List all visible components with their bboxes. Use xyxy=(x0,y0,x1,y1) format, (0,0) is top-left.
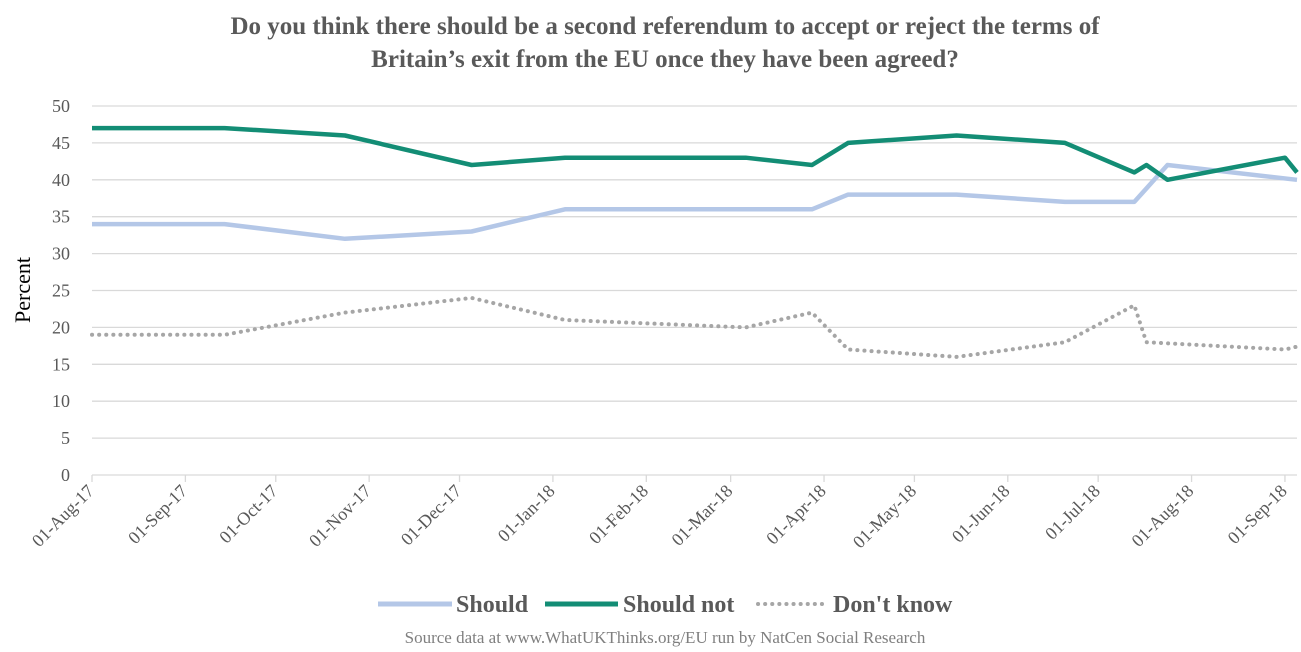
x-axis-ticks: 01-Aug-17 01-Sep-17 01-Oct-17 01-Nov-17 01-D… xyxy=(28,475,1291,552)
y-tick-label: 0 xyxy=(61,465,70,485)
legend: Should Should not Don't know xyxy=(378,592,953,618)
source-note: Source data at www.WhatUKThinks.org/EU r… xyxy=(405,628,926,647)
legend-label: Should xyxy=(456,592,529,618)
x-tick-label: 01-Dec-17 xyxy=(397,481,466,550)
x-tick-label: 01-Aug-18 xyxy=(1127,481,1197,551)
chart-title-line-2: Britain’s exit from the EU once they hav… xyxy=(371,46,959,73)
chart-title-line-1: Do you think there should be a second re… xyxy=(230,13,1100,40)
series-line-should-not xyxy=(92,125,1299,183)
legend-label: Should not xyxy=(623,592,734,618)
legend-label: Don't know xyxy=(833,592,953,618)
x-tick-label: 01-Sep-18 xyxy=(1224,481,1291,548)
y-axis-label: Percent xyxy=(10,257,35,323)
y-tick-label: 40 xyxy=(52,170,70,190)
x-tick-label: 01-Oct-17 xyxy=(215,481,281,547)
x-tick-label: 01-Jun-18 xyxy=(948,481,1014,547)
y-axis-ticks: 0 5 10 15 20 25 30 35 40 45 50 xyxy=(52,96,70,485)
x-tick-label: 01-Apr-18 xyxy=(762,481,830,549)
y-tick-label: 50 xyxy=(52,96,70,116)
y-tick-label: 35 xyxy=(52,207,70,227)
y-tick-label: 5 xyxy=(61,428,70,448)
y-tick-label: 25 xyxy=(52,281,70,301)
x-tick-label: 01-Aug-17 xyxy=(28,481,98,551)
x-tick-label: 01-Nov-17 xyxy=(305,481,375,551)
gridlines xyxy=(92,105,1297,476)
series-line-should xyxy=(92,162,1298,242)
y-tick-label: 30 xyxy=(52,244,70,264)
x-tick-label: 01-Jul-18 xyxy=(1041,481,1104,544)
x-tick-label: 01-May-18 xyxy=(849,481,920,552)
series-lines xyxy=(90,125,1299,359)
x-tick-label: 01-Sep-17 xyxy=(124,481,191,548)
y-tick-label: 15 xyxy=(52,354,70,374)
y-tick-label: 10 xyxy=(52,391,70,411)
y-tick-label: 20 xyxy=(52,317,70,337)
x-tick-label: 01-Jan-18 xyxy=(494,481,559,546)
x-tick-label: 01-Feb-18 xyxy=(585,481,652,548)
y-tick-label: 45 xyxy=(52,133,70,153)
x-tick-label: 01-Mar-18 xyxy=(667,481,736,550)
series-line-don-t-know xyxy=(90,295,1299,359)
